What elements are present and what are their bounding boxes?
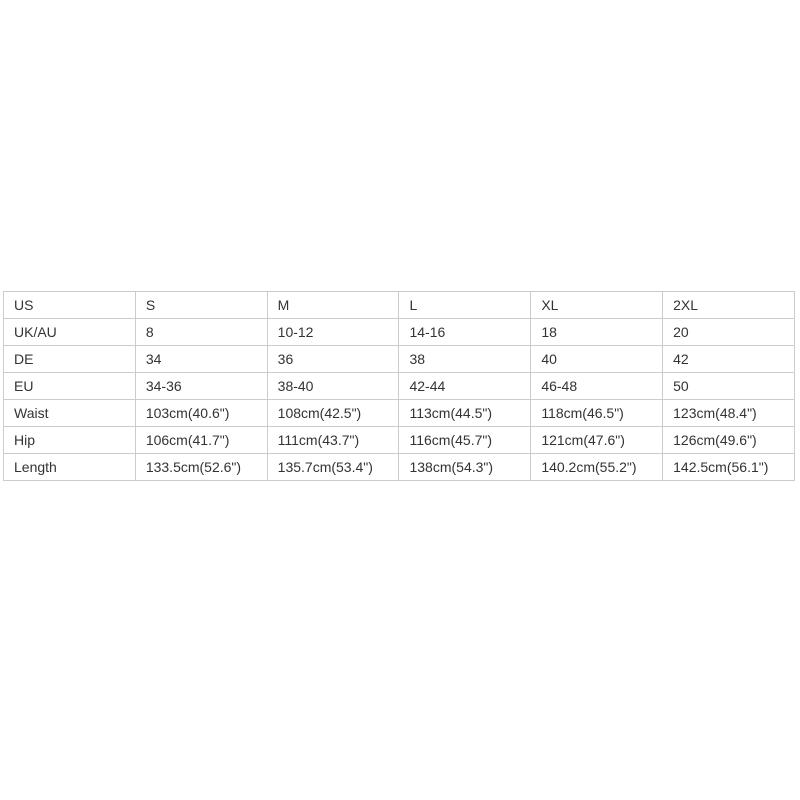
cell-us-4: XL [530, 291, 664, 319]
cell-hip-4: 121cm(47.6") [530, 426, 664, 454]
cell-us-2: M [266, 291, 400, 319]
table-row-eu: EU 34-36 38-40 42-44 46-48 50 [3, 372, 795, 400]
row-label-hip: Hip [3, 426, 136, 454]
cell-de-5: 42 [662, 345, 795, 373]
table-row-length: Length 133.5cm(52.6") 135.7cm(53.4") 138cm(… [3, 453, 795, 481]
cell-us-1: S [134, 291, 268, 319]
table-row-hip: Hip 106cm(41.7") 111cm(43.7") 116cm(45.7") 1… [3, 426, 795, 454]
cell-hip-1: 106cm(41.7") [134, 426, 268, 454]
cell-uk-au-5: 20 [662, 318, 795, 346]
cell-waist-5: 123cm(48.4") [662, 399, 795, 427]
cell-us-5: 2XL [662, 291, 795, 319]
cell-eu-5: 50 [662, 372, 795, 400]
cell-length-1: 133.5cm(52.6") [134, 453, 268, 481]
table-row-us: US S M L XL 2XL [3, 291, 795, 319]
row-label-us: US [3, 291, 136, 319]
cell-waist-1: 103cm(40.6") [134, 399, 268, 427]
cell-hip-5: 126cm(49.6") [662, 426, 795, 454]
row-label-waist: Waist [3, 399, 136, 427]
cell-waist-4: 118cm(46.5") [530, 399, 664, 427]
cell-eu-2: 38-40 [266, 372, 400, 400]
cell-us-3: L [398, 291, 532, 319]
cell-de-3: 38 [398, 345, 532, 373]
cell-de-1: 34 [134, 345, 268, 373]
cell-length-5: 142.5cm(56.1") [662, 453, 795, 481]
table-row-waist: Waist 103cm(40.6") 108cm(42.5") 113cm(44.5"… [3, 399, 795, 427]
cell-hip-2: 111cm(43.7") [266, 426, 400, 454]
size-chart-table: US S M L XL 2XL UK/AU 8 10-12 14-16 18 20 DE 34 36 38 40… [3, 291, 795, 481]
cell-eu-4: 46-48 [530, 372, 664, 400]
cell-waist-2: 108cm(42.5") [266, 399, 400, 427]
cell-uk-au-2: 10-12 [266, 318, 400, 346]
cell-uk-au-3: 14-16 [398, 318, 532, 346]
size-chart-body: US S M L XL 2XL UK/AU 8 10-12 14-16 18 20 DE 34 36 38 40… [3, 291, 795, 481]
row-label-de: DE [3, 345, 136, 373]
cell-hip-3: 116cm(45.7") [398, 426, 532, 454]
row-label-length: Length [3, 453, 136, 481]
row-label-uk-au: UK/AU [3, 318, 136, 346]
table-row-uk-au: UK/AU 8 10-12 14-16 18 20 [3, 318, 795, 346]
row-label-eu: EU [3, 372, 136, 400]
cell-uk-au-4: 18 [530, 318, 664, 346]
cell-length-3: 138cm(54.3") [398, 453, 532, 481]
cell-eu-3: 42-44 [398, 372, 532, 400]
cell-de-2: 36 [266, 345, 400, 373]
table-row-de: DE 34 36 38 40 42 [3, 345, 795, 373]
cell-de-4: 40 [530, 345, 664, 373]
cell-waist-3: 113cm(44.5") [398, 399, 532, 427]
cell-length-2: 135.7cm(53.4") [266, 453, 400, 481]
cell-length-4: 140.2cm(55.2") [530, 453, 664, 481]
cell-uk-au-1: 8 [134, 318, 268, 346]
cell-eu-1: 34-36 [134, 372, 268, 400]
